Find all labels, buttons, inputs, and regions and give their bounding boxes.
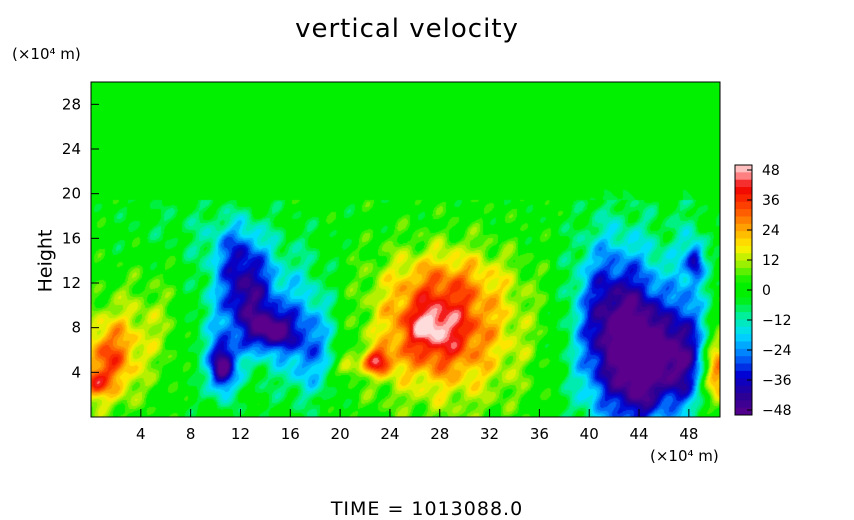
colorbar-tick-label: −12 bbox=[762, 313, 792, 329]
colorbar-band bbox=[735, 216, 752, 225]
colorbar-band bbox=[735, 267, 752, 276]
colorbar-band bbox=[735, 356, 752, 365]
colorbar-band bbox=[735, 231, 752, 240]
colorbar-band bbox=[735, 275, 752, 284]
y-tick-label: 28 bbox=[62, 95, 81, 113]
y-tick-label: 4 bbox=[71, 363, 81, 381]
chart-title: vertical velocity bbox=[295, 14, 519, 44]
y-tick-label: 16 bbox=[62, 229, 81, 247]
x-tick-label: 32 bbox=[480, 425, 499, 443]
x-axis-unit: (×10⁴ m) bbox=[650, 447, 719, 465]
y-tick-label: 24 bbox=[62, 140, 81, 158]
colorbar-band bbox=[735, 223, 752, 232]
colorbar-tick-label: 12 bbox=[762, 253, 780, 269]
colorbar-band bbox=[735, 385, 752, 394]
colorbar-band bbox=[735, 319, 752, 328]
colorbar-band bbox=[735, 209, 752, 217]
colorbar-tick-label: 48 bbox=[762, 163, 780, 179]
colorbar-band bbox=[735, 282, 752, 291]
colorbar-band bbox=[735, 253, 752, 262]
x-tick-label: 48 bbox=[679, 425, 698, 443]
colorbar-band bbox=[735, 312, 752, 320]
colorbar-band bbox=[735, 297, 752, 306]
colorbar-band bbox=[735, 194, 752, 203]
colorbar-band bbox=[735, 407, 752, 416]
x-tick-label: 28 bbox=[430, 425, 449, 443]
colorbar-band bbox=[735, 260, 752, 269]
x-tick-label: 16 bbox=[281, 425, 300, 443]
colorbar-band bbox=[735, 201, 752, 210]
colorbar-band bbox=[735, 187, 752, 195]
colorbar-band bbox=[735, 400, 752, 409]
colorbar-band bbox=[735, 392, 752, 401]
colorbar-tick-label: −48 bbox=[762, 403, 792, 419]
x-tick-label: 40 bbox=[580, 425, 599, 443]
plot-frame bbox=[90, 81, 721, 418]
y-tick-label: 20 bbox=[62, 185, 81, 203]
colorbar: 48 36 24 12 0 −12 −24 −36 −48 bbox=[734, 163, 792, 419]
y-axis-unit: (×10⁴ m) bbox=[12, 45, 81, 63]
colorbar-band bbox=[735, 341, 752, 350]
y-tick-label: 8 bbox=[71, 319, 81, 337]
colorbar-band bbox=[735, 326, 752, 335]
x-axis-ticks: 4 8 12 16 20 24 28 32 36 40 44 48 bbox=[136, 409, 698, 443]
heatmap-field bbox=[91, 82, 720, 417]
y-tick-label: 12 bbox=[62, 274, 81, 292]
x-tick-label: 24 bbox=[380, 425, 399, 443]
x-tick-label: 44 bbox=[629, 425, 648, 443]
colorbar-band bbox=[735, 378, 752, 387]
y-axis-ticks: 4 8 12 16 20 24 28 bbox=[62, 95, 99, 381]
colorbar-band bbox=[735, 348, 752, 357]
x-tick-label: 36 bbox=[530, 425, 549, 443]
colorbar-tick-label: 0 bbox=[762, 283, 771, 299]
colorbar-band bbox=[735, 179, 752, 188]
colorbar-band bbox=[735, 165, 752, 173]
colorbar-band bbox=[735, 363, 752, 372]
x-tick-label: 12 bbox=[231, 425, 250, 443]
colorbar-band bbox=[735, 290, 752, 298]
colorbar-tick-label: 36 bbox=[762, 193, 780, 209]
colorbar-band bbox=[735, 172, 752, 181]
colorbar-tick-label: −24 bbox=[762, 343, 792, 359]
colorbar-tick-label: 24 bbox=[762, 223, 780, 239]
x-tick-label: 20 bbox=[331, 425, 350, 443]
x-tick-label: 4 bbox=[136, 425, 146, 443]
time-readout: TIME = 1013088.0 bbox=[330, 498, 524, 520]
colorbar-band bbox=[735, 334, 752, 342]
colorbar-band bbox=[735, 304, 752, 313]
colorbar-tick-label: −36 bbox=[762, 373, 792, 389]
colorbar-band bbox=[735, 238, 752, 247]
colorbar-band bbox=[735, 370, 752, 379]
colorbar-band bbox=[735, 245, 752, 254]
x-tick-label: 8 bbox=[186, 425, 196, 443]
